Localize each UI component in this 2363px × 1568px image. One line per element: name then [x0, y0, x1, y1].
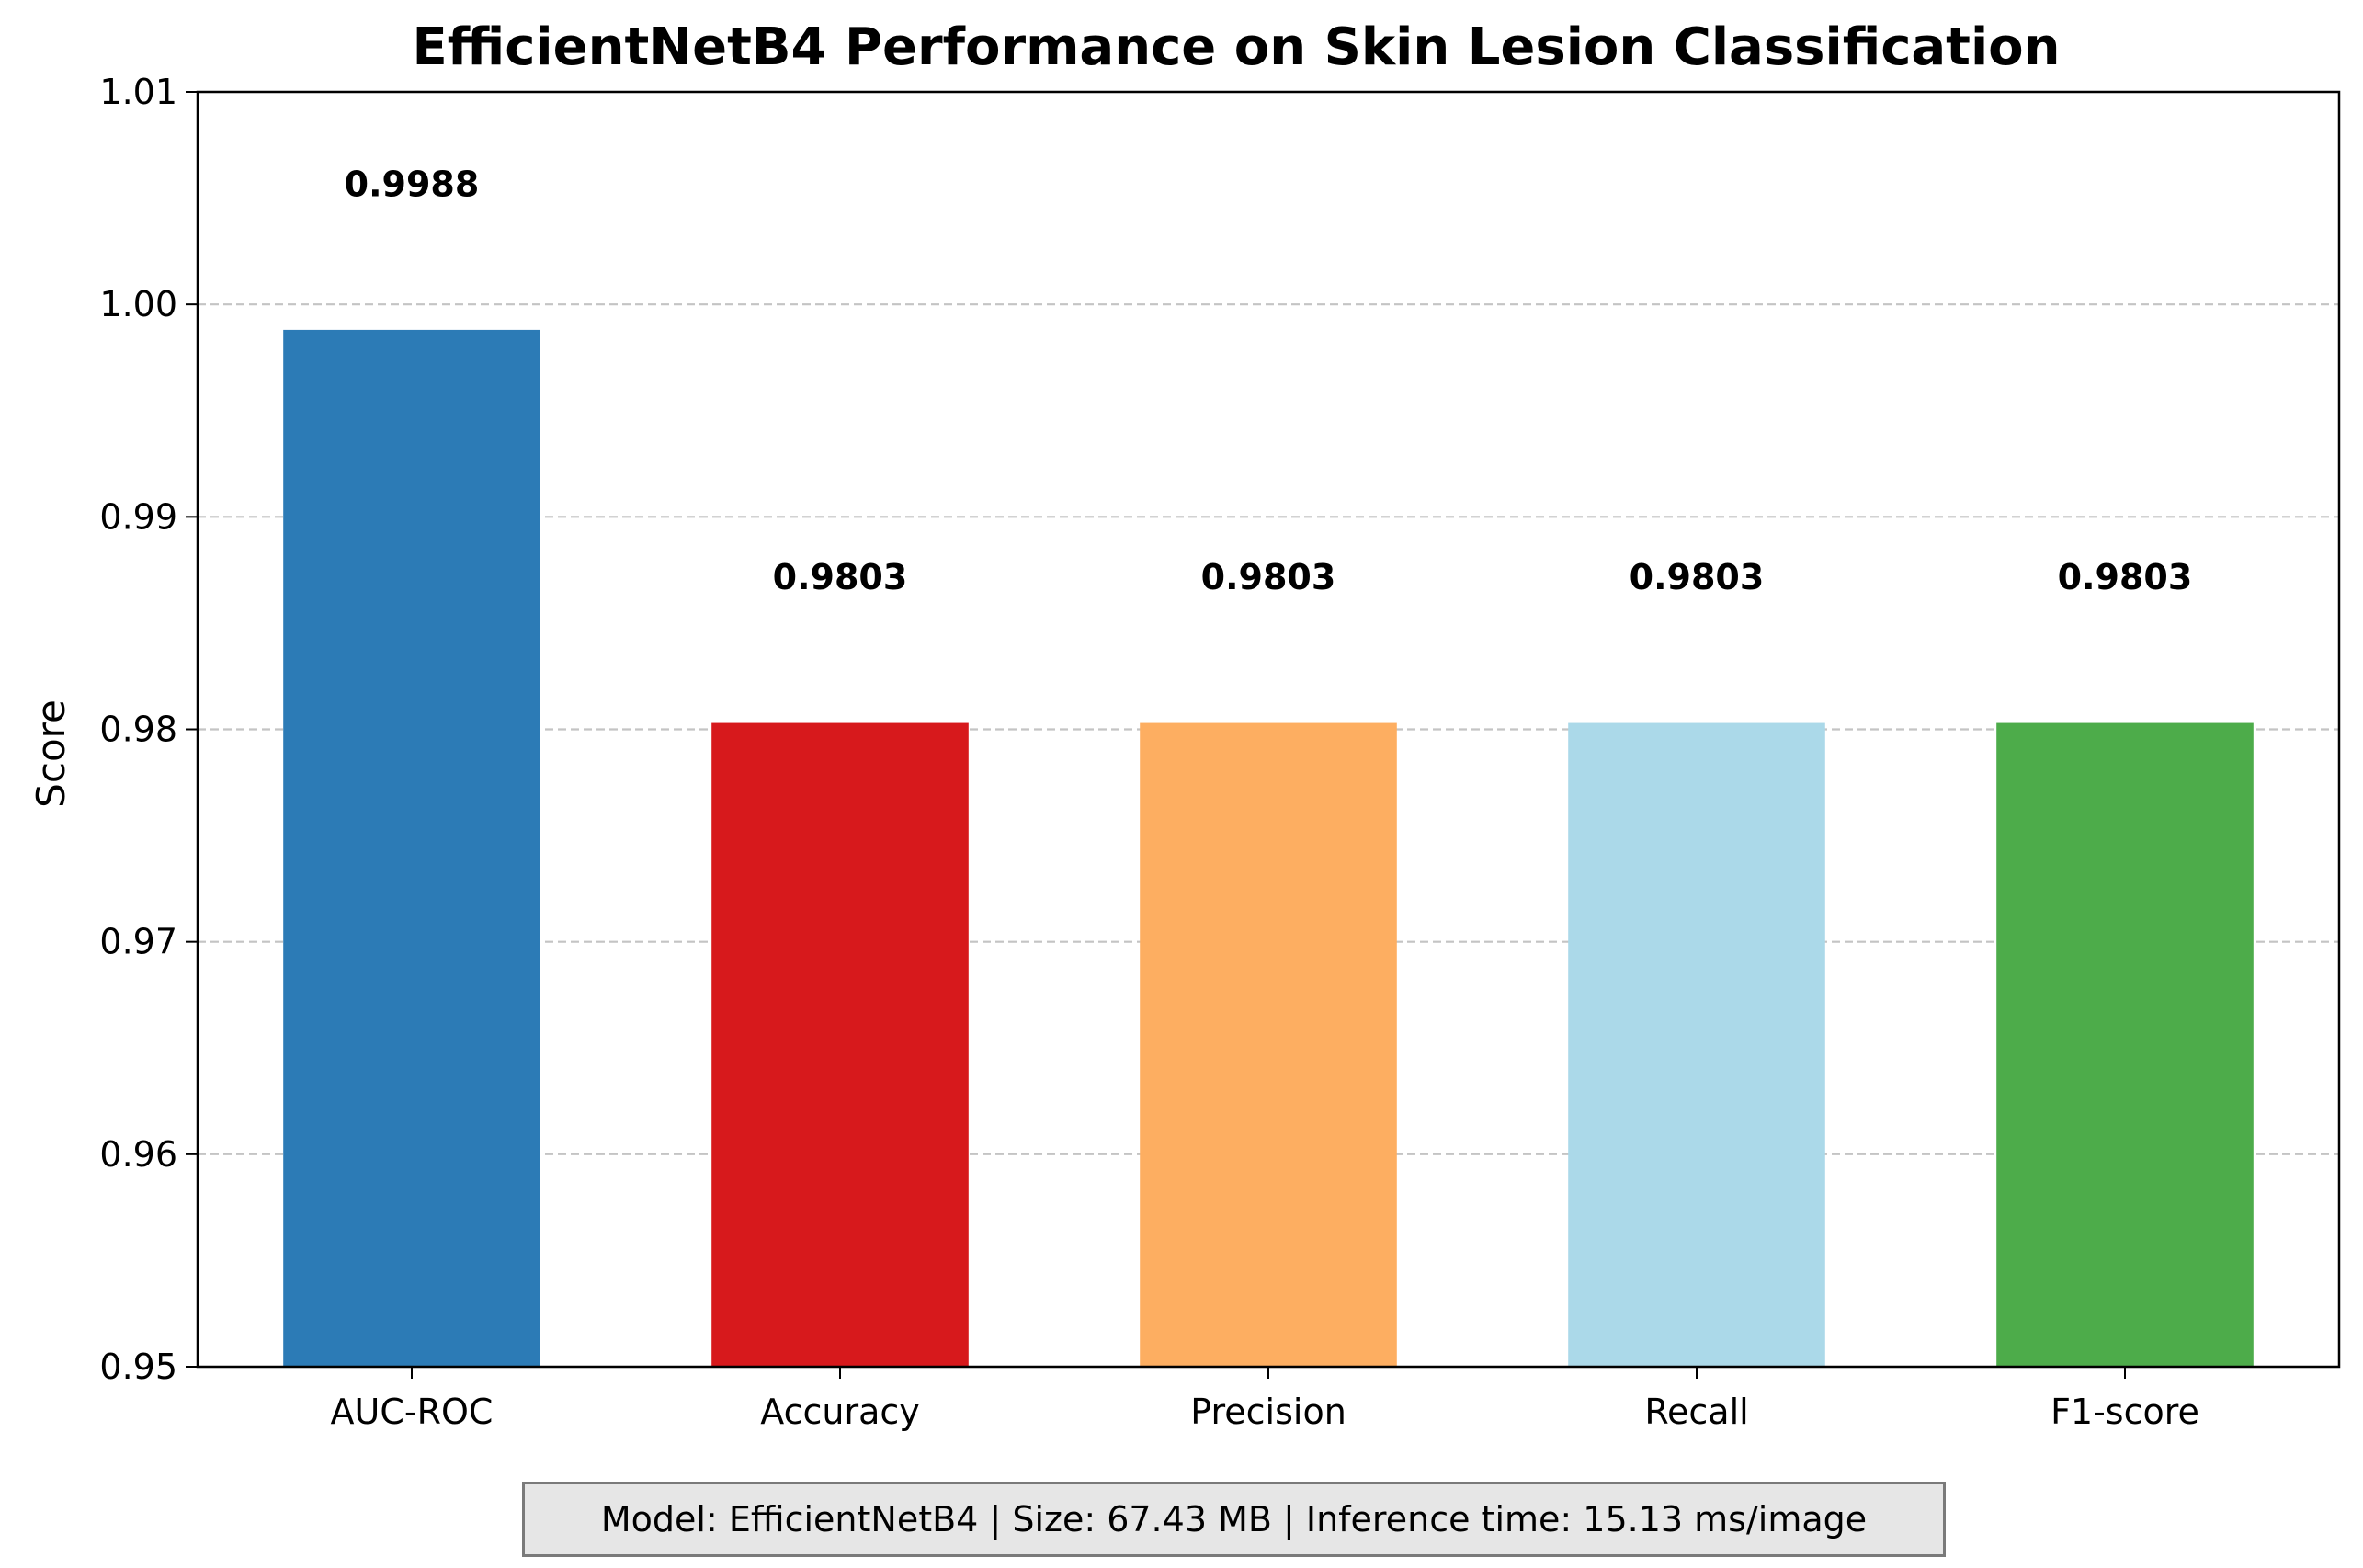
bar-f1-score [1996, 722, 2254, 1367]
bar-accuracy [711, 722, 969, 1367]
bar-auc-roc [283, 329, 540, 1367]
y-tick-label: 1.01 [99, 72, 177, 112]
value-labels: 0.9988 0.9803 0.9803 0.9803 0.9803 [345, 164, 2193, 597]
axes: AUC-ROC Accuracy Precision Recall F1-score 0.… [99, 72, 2341, 1432]
value-label: 0.9803 [1201, 557, 1336, 597]
x-tick-label: Precision [1190, 1392, 1346, 1432]
x-tick-label: Recall [1644, 1392, 1748, 1432]
y-axis-label: Score [28, 699, 74, 808]
value-label: 0.9988 [345, 164, 480, 204]
value-label: 0.9803 [2058, 557, 2193, 597]
y-tick-label: 0.98 [99, 710, 177, 750]
y-tick-label: 1.00 [99, 284, 177, 324]
model-info-box: Model: EfficientNetB4 | Size: 67.43 MB |… [522, 1482, 1946, 1557]
y-tick-label: 0.97 [99, 922, 177, 962]
bar-recall [1568, 722, 1825, 1367]
model-info-text: Model: EfficientNetB4 | Size: 67.43 MB |… [600, 1499, 1868, 1540]
bars [283, 329, 2254, 1367]
value-label: 0.9803 [773, 557, 908, 597]
x-tick-label: Accuracy [760, 1392, 920, 1432]
x-tick-label: F1-score [2051, 1392, 2199, 1432]
plot-frame [196, 90, 2341, 1369]
bar-precision [1140, 722, 1397, 1367]
x-tick-label: AUC-ROC [331, 1392, 494, 1432]
chart-title: EfficientNetB4 Performance on Skin Lesio… [413, 17, 2061, 77]
y-tick-label: 0.96 [99, 1134, 177, 1175]
y-tick-label: 0.95 [99, 1346, 177, 1387]
value-label: 0.9803 [1630, 557, 1765, 597]
y-tick-label: 0.99 [99, 496, 177, 537]
